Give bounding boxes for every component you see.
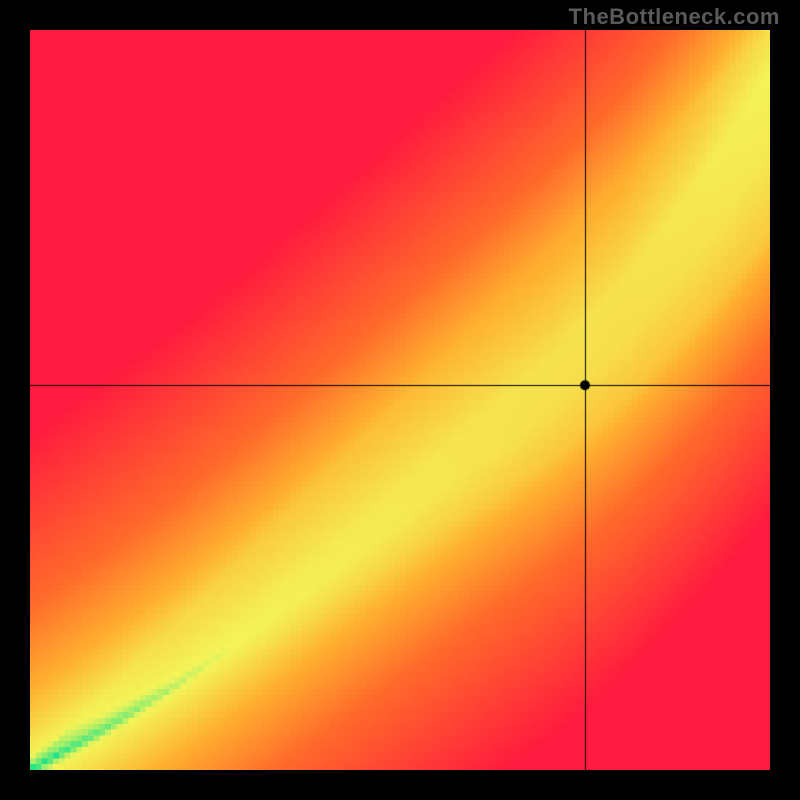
chart-container: TheBottleneck.com (0, 0, 800, 800)
watermark-text: TheBottleneck.com (569, 4, 780, 30)
crosshair-overlay (30, 30, 770, 770)
